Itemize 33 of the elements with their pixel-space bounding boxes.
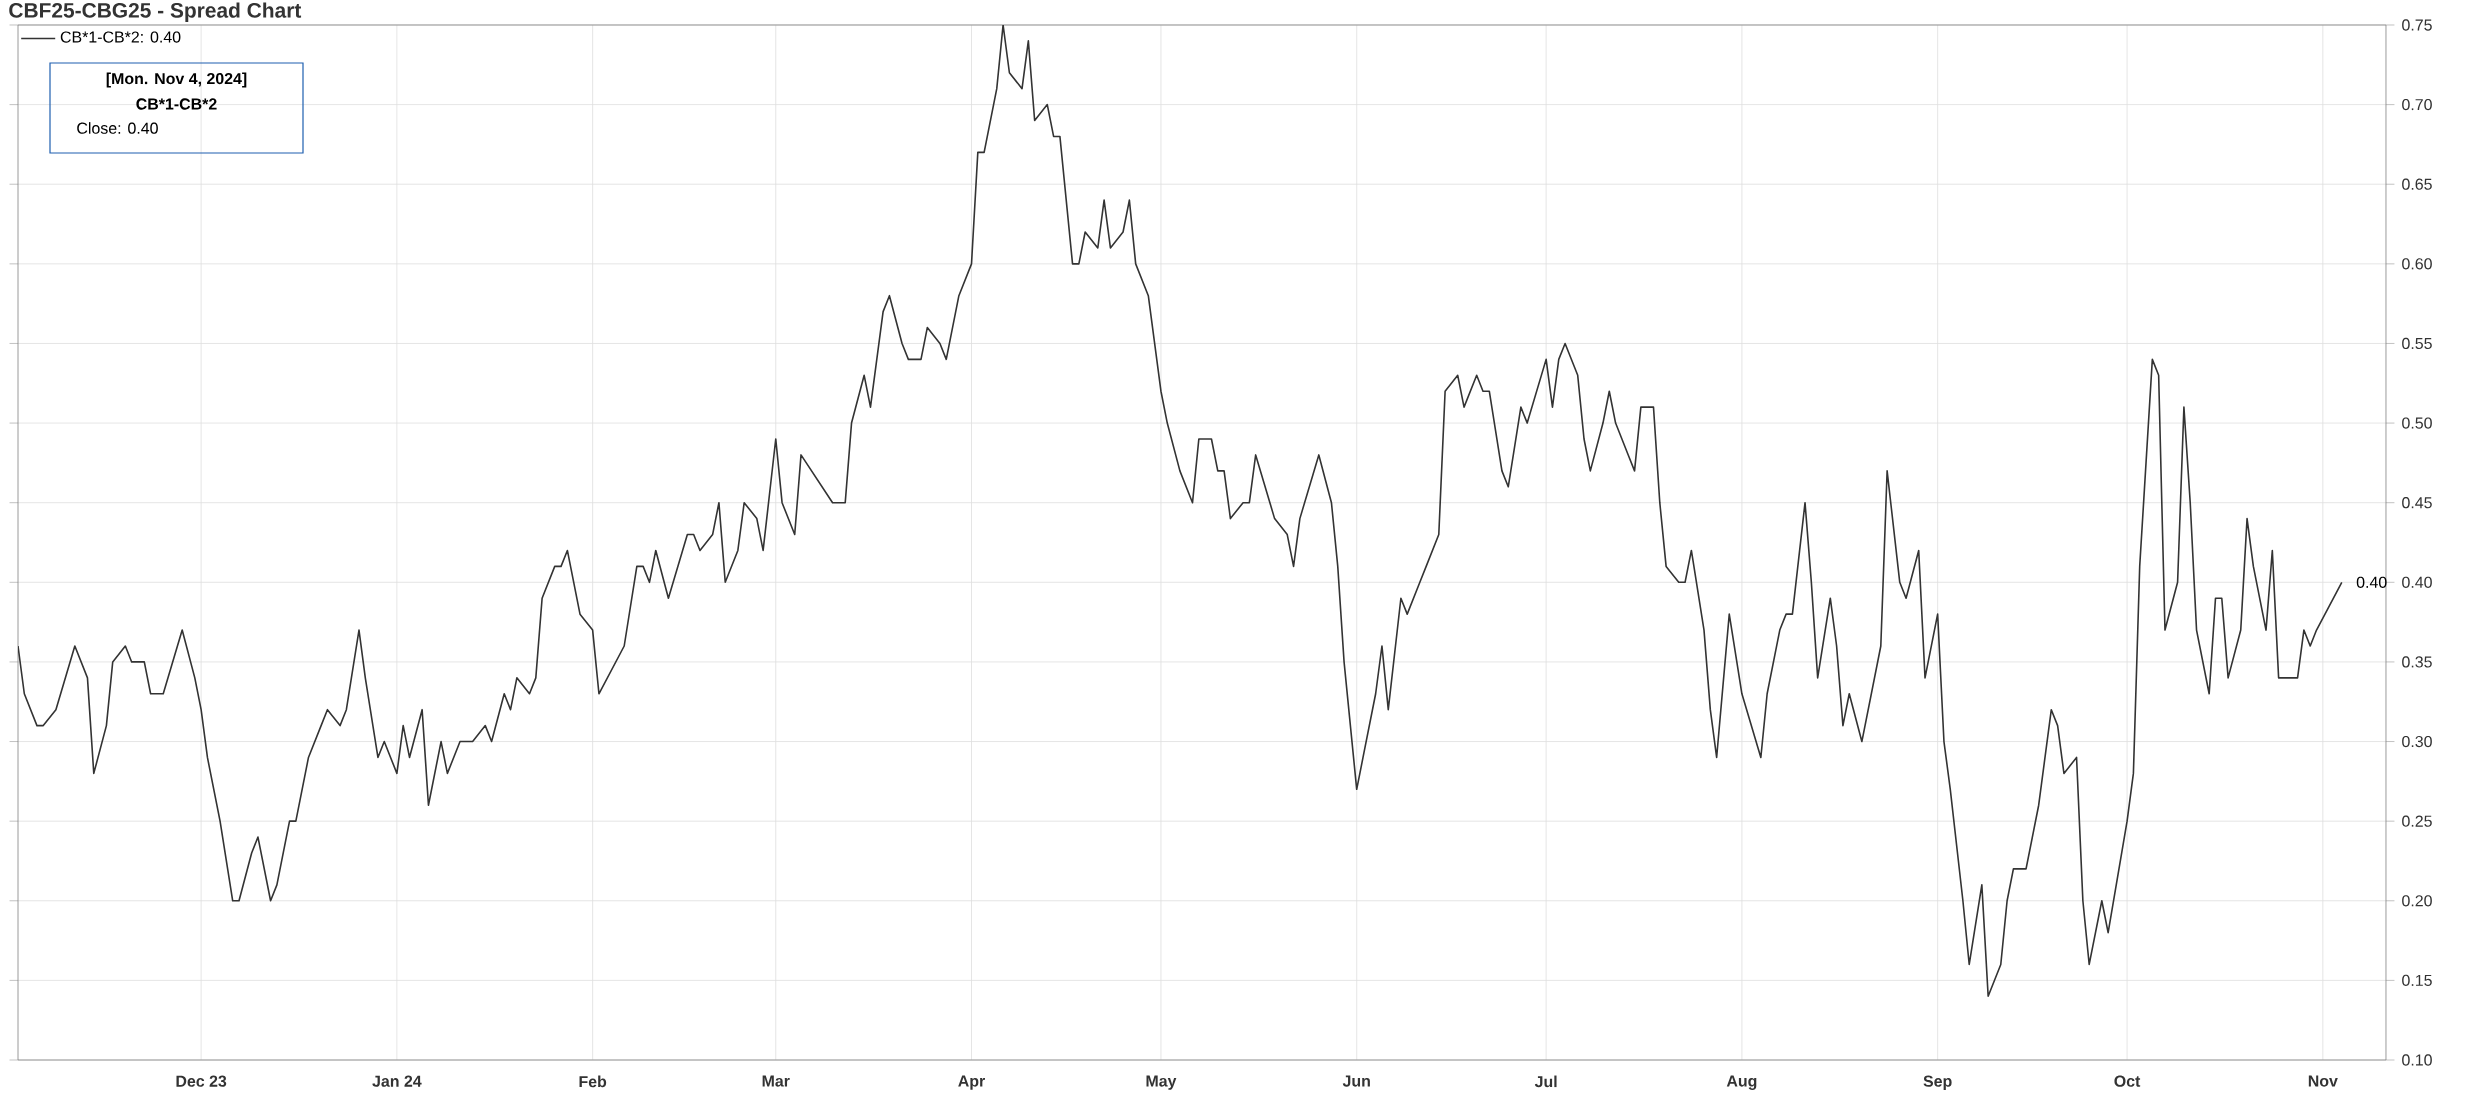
x-tick-label: Nov	[2308, 1075, 2338, 1087]
x-tick-label: Mar	[762, 1075, 790, 1087]
y-tick-label: 0.60	[2402, 258, 2432, 270]
x-tick-label: Aug	[1726, 1075, 1757, 1090]
y-tick-label: 0.35	[2402, 656, 2432, 668]
y-tick-label: 0.55	[2402, 337, 2432, 350]
x-tick-label: Jul	[1534, 1075, 1557, 1088]
y-tick-label: 0.70	[2402, 98, 2432, 111]
y-tick-label: 0.40	[2402, 576, 2432, 588]
line-series	[18, 24, 2343, 998]
x-tick-label: Sep	[1923, 1075, 1952, 1090]
x-tick-label: Dec 23	[176, 1075, 227, 1087]
x-tick-label: May	[1146, 1075, 1177, 1090]
y-tick-label: 0.25	[2402, 815, 2432, 827]
y-tick-label: 0.50	[2402, 417, 2432, 429]
x-tick-label: Jun	[1342, 1075, 1370, 1087]
x-tick-label: Apr	[958, 1075, 985, 1090]
y-tick-label: 0.65	[2402, 178, 2432, 190]
x-tick-label: Oct	[2114, 1075, 2141, 1087]
x-tick-label: Feb	[579, 1075, 607, 1088]
y-tick-label: 0.10	[2402, 1054, 2432, 1066]
chart-title: CBF25-CBG25 - Spread Chart	[9, 2, 302, 22]
y-tick-label: 0.15	[2402, 974, 2432, 987]
legend-label: CB*1-CB*2: 0.40	[60, 31, 181, 43]
annotation: 0.40	[2356, 576, 2387, 588]
annotation: Close: 0.40	[77, 122, 158, 134]
annotation: CB*1-CB*2	[136, 98, 217, 110]
y-tick-label: 0.30	[2402, 735, 2432, 748]
annotation: [Mon. Nov 4, 2024]	[106, 72, 247, 88]
y-tick-label: 0.75	[2402, 19, 2432, 31]
y-tick-label: 0.45	[2402, 497, 2432, 509]
x-tick-label: Jan 24	[372, 1075, 422, 1087]
y-tick-label: 0.20	[2402, 895, 2432, 907]
